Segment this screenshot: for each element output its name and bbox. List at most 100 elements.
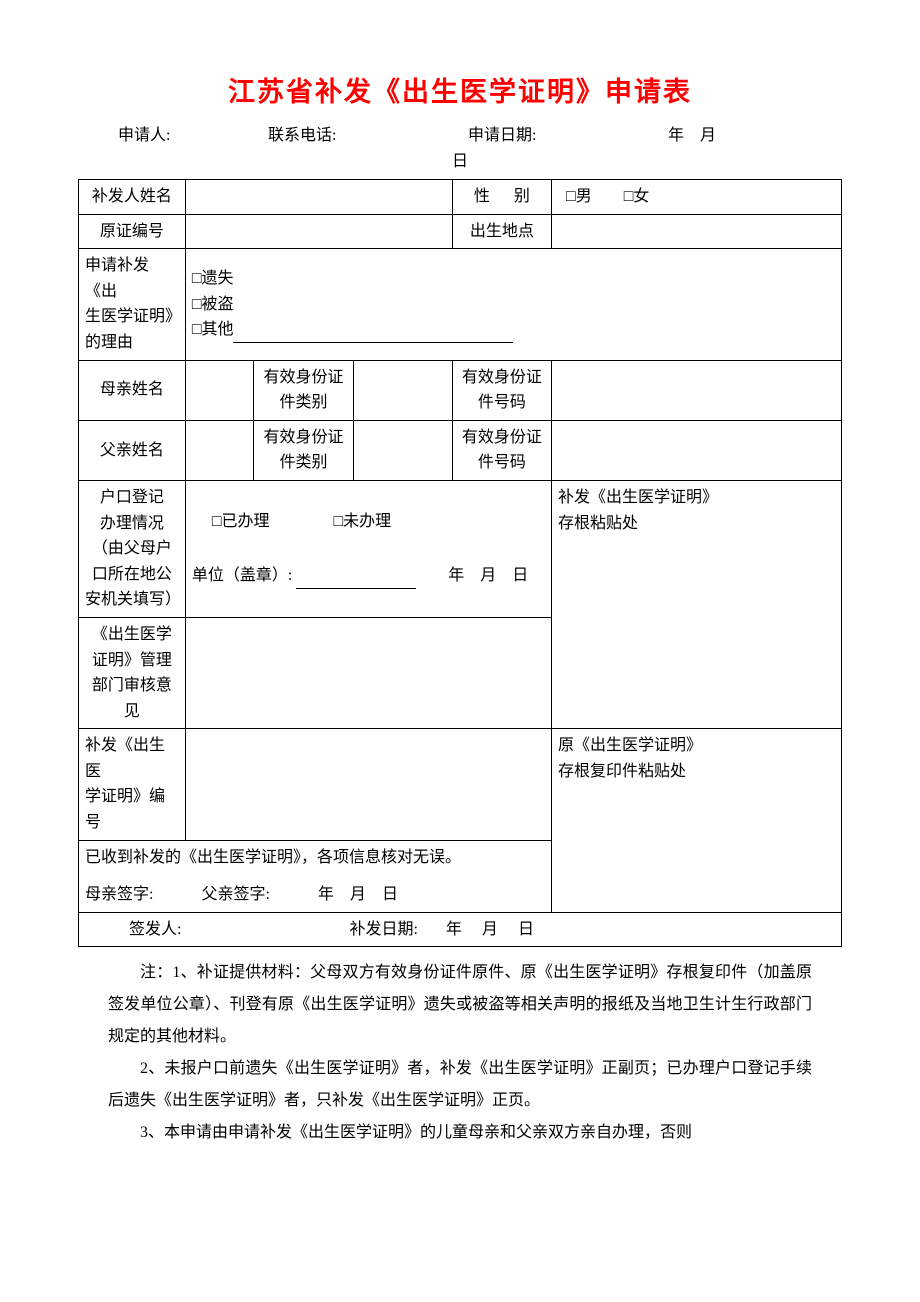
page-container: 江苏省补发《出生医学证明》申请表 申请人: 联系电话: 申请日期: 年 月 日 … <box>0 0 920 1189</box>
confirm-cell: 已收到补发的《出生医学证明》，各项信息核对无误。 母亲签字: 父亲签字: 年 月… <box>79 840 552 912</box>
review-l1: 《出生医学 <box>85 622 179 648</box>
note-3: 3、本申请由申请补发《出生医学证明》的儿童母亲和父亲双方亲自办理，否则 <box>108 1117 812 1149</box>
row-reason: 申请补发《出 生医学证明》 的理由 □遗失 □被盗 □其他 <box>79 249 842 360</box>
reissue-no-l3: 号 <box>85 810 179 836</box>
father-id-no-label: 有效身份证件号码 <box>452 420 551 480</box>
review-l3: 部门审核意 <box>85 673 179 699</box>
other-reason-blank[interactable] <box>233 325 513 343</box>
apply-date-label: 申请日期: <box>468 121 668 145</box>
row-mother: 母亲姓名 有效身份证件类别 有效身份证件号码 <box>79 360 842 420</box>
birth-place-value[interactable] <box>552 214 842 249</box>
reissue-no-value[interactable] <box>185 729 551 840</box>
reissue-no-label: 补发《出生医 学证明》编 号 <box>79 729 186 840</box>
mother-id-type-value[interactable] <box>353 360 452 420</box>
checkbox-lost[interactable]: □遗失 <box>192 266 835 292</box>
form-title: 江苏省补发《出生医学证明》申请表 <box>78 70 842 109</box>
orig-cert-label: 原证编号 <box>79 214 186 249</box>
hukou-label-l1: 户口登记 <box>85 485 179 511</box>
review-l2: 证明》管理 <box>85 648 179 674</box>
hukou-label: 户口登记 办理情况 （由父母户 口所在地公 安机关填写） <box>79 480 186 617</box>
checkbox-stolen[interactable]: □被盗 <box>192 292 835 318</box>
hukou-label-l4: 口所在地公 <box>85 562 179 588</box>
checkbox-hukou-done[interactable]: □已办理 <box>212 513 270 530</box>
confirm-sign-line: 母亲签字: 父亲签字: 年 月 日 <box>85 882 545 908</box>
applicant-label: 申请人: <box>118 121 268 145</box>
year-unit: 年 <box>668 127 684 144</box>
orig-stub-l1: 原《出生医学证明》 <box>558 733 835 759</box>
review-l4: 见 <box>85 699 179 725</box>
confirm-text: 已收到补发的《出生医学证明》，各项信息核对无误。 <box>85 845 545 871</box>
father-name-value[interactable] <box>185 420 254 480</box>
reissue-stub-area: 补发《出生医学证明》 存根粘贴处 <box>552 480 842 728</box>
issue-year: 年 <box>446 921 462 938</box>
reason-label-l1: 申请补发《出 <box>85 253 179 304</box>
name-value[interactable] <box>185 180 452 215</box>
father-id-no-value[interactable] <box>552 420 842 480</box>
mother-id-type-label: 有效身份证件类别 <box>254 360 353 420</box>
header-line-2: 日 <box>78 147 842 171</box>
row-father: 父亲姓名 有效身份证件类别 有效身份证件号码 <box>79 420 842 480</box>
reissue-date-label: 补发日期: <box>349 921 417 938</box>
father-id-type-value[interactable] <box>353 420 452 480</box>
mother-name-value[interactable] <box>185 360 254 420</box>
reissue-no-l1: 补发《出生医 <box>85 733 179 784</box>
orig-cert-value[interactable] <box>185 214 452 249</box>
birth-place-label: 出生地点 <box>452 214 551 249</box>
father-sign-label: 父亲签字: <box>201 886 269 903</box>
issue-cell: 签发人: 补发日期: 年 月 日 <box>79 912 842 947</box>
father-name-label: 父亲姓名 <box>79 420 186 480</box>
confirm-day: 日 <box>382 886 398 903</box>
orig-stub-copy-area: 原《出生医学证明》 存根复印件粘贴处 <box>552 729 842 913</box>
father-id-type-label: 有效身份证件类别 <box>254 420 353 480</box>
phone-label: 联系电话: <box>268 121 468 145</box>
gender-label: 性 别 <box>452 180 551 215</box>
row-issue: 签发人: 补发日期: 年 月 日 <box>79 912 842 947</box>
issuer-label: 签发人: <box>129 921 181 938</box>
hukou-content[interactable]: □已办理 □未办理 单位（盖章）: 年 月 日 <box>185 480 551 617</box>
reason-label-l2: 生医学证明》 <box>85 304 179 330</box>
application-table: 补发人姓名 性 别 □男 □女 原证编号 出生地点 申请补发《出 生医学证明》 … <box>78 179 842 947</box>
mother-id-no-label: 有效身份证件号码 <box>452 360 551 420</box>
note-1: 注：1、补证提供材料：父母双方有效身份证件原件、原《出生医学证明》存根复印件（加… <box>108 957 812 1053</box>
confirm-year: 年 <box>318 886 334 903</box>
review-content[interactable] <box>185 617 551 728</box>
stub-l1: 补发《出生医学证明》 <box>558 485 835 511</box>
mother-id-no-value[interactable] <box>552 360 842 420</box>
row-name: 补发人姓名 性 别 □男 □女 <box>79 180 842 215</box>
mother-name-label: 母亲姓名 <box>79 360 186 420</box>
hukou-year: 年 <box>448 567 464 584</box>
reason-label-l3: 的理由 <box>85 330 179 356</box>
row-hukou: 户口登记 办理情况 （由父母户 口所在地公 安机关填写） □已办理 □未办理 单… <box>79 480 842 617</box>
hukou-day: 日 <box>512 567 528 584</box>
issue-day: 日 <box>518 921 534 938</box>
hukou-month: 月 <box>480 567 496 584</box>
orig-stub-l2: 存根复印件粘贴处 <box>558 759 835 785</box>
header-line-1: 申请人: 联系电话: 申请日期: 年 月 <box>78 121 842 145</box>
issue-month: 月 <box>482 921 498 938</box>
checkbox-female[interactable]: □女 <box>624 188 650 205</box>
checkbox-male[interactable]: □男 <box>566 188 592 205</box>
stub-l2: 存根粘贴处 <box>558 511 835 537</box>
hukou-unit-line: 单位（盖章）: 年 月 日 <box>192 563 545 589</box>
reason-options[interactable]: □遗失 □被盗 □其他 <box>185 249 841 360</box>
review-label: 《出生医学 证明》管理 部门审核意 见 <box>79 617 186 728</box>
unit-stamp-blank[interactable] <box>296 571 416 589</box>
hukou-label-l2: 办理情况 <box>85 511 179 537</box>
checkbox-other-line[interactable]: □其他 <box>192 317 835 343</box>
apply-date-units: 年 月 <box>668 121 716 145</box>
mother-sign-label: 母亲签字: <box>85 886 153 903</box>
gender-options[interactable]: □男 □女 <box>552 180 842 215</box>
notes-section: 注：1、补证提供材料：父母双方有效身份证件原件、原《出生医学证明》存根复印件（加… <box>78 947 842 1149</box>
hukou-options: □已办理 □未办理 <box>192 509 545 535</box>
month-unit: 月 <box>700 127 716 144</box>
row-orig-cert: 原证编号 出生地点 <box>79 214 842 249</box>
checkbox-hukou-not[interactable]: □未办理 <box>333 513 391 530</box>
hukou-label-l5: 安机关填写） <box>85 587 179 613</box>
row-reissue-no: 补发《出生医 学证明》编 号 原《出生医学证明》 存根复印件粘贴处 <box>79 729 842 840</box>
reason-label: 申请补发《出 生医学证明》 的理由 <box>79 249 186 360</box>
checkbox-other[interactable]: □其他 <box>192 321 234 338</box>
day-unit: 日 <box>452 153 468 170</box>
note-2: 2、未报户口前遗失《出生医学证明》者，补发《出生医学证明》正副页；已办理户口登记… <box>108 1053 812 1117</box>
reissue-no-l2: 学证明》编 <box>85 784 179 810</box>
hukou-label-l3: （由父母户 <box>85 536 179 562</box>
